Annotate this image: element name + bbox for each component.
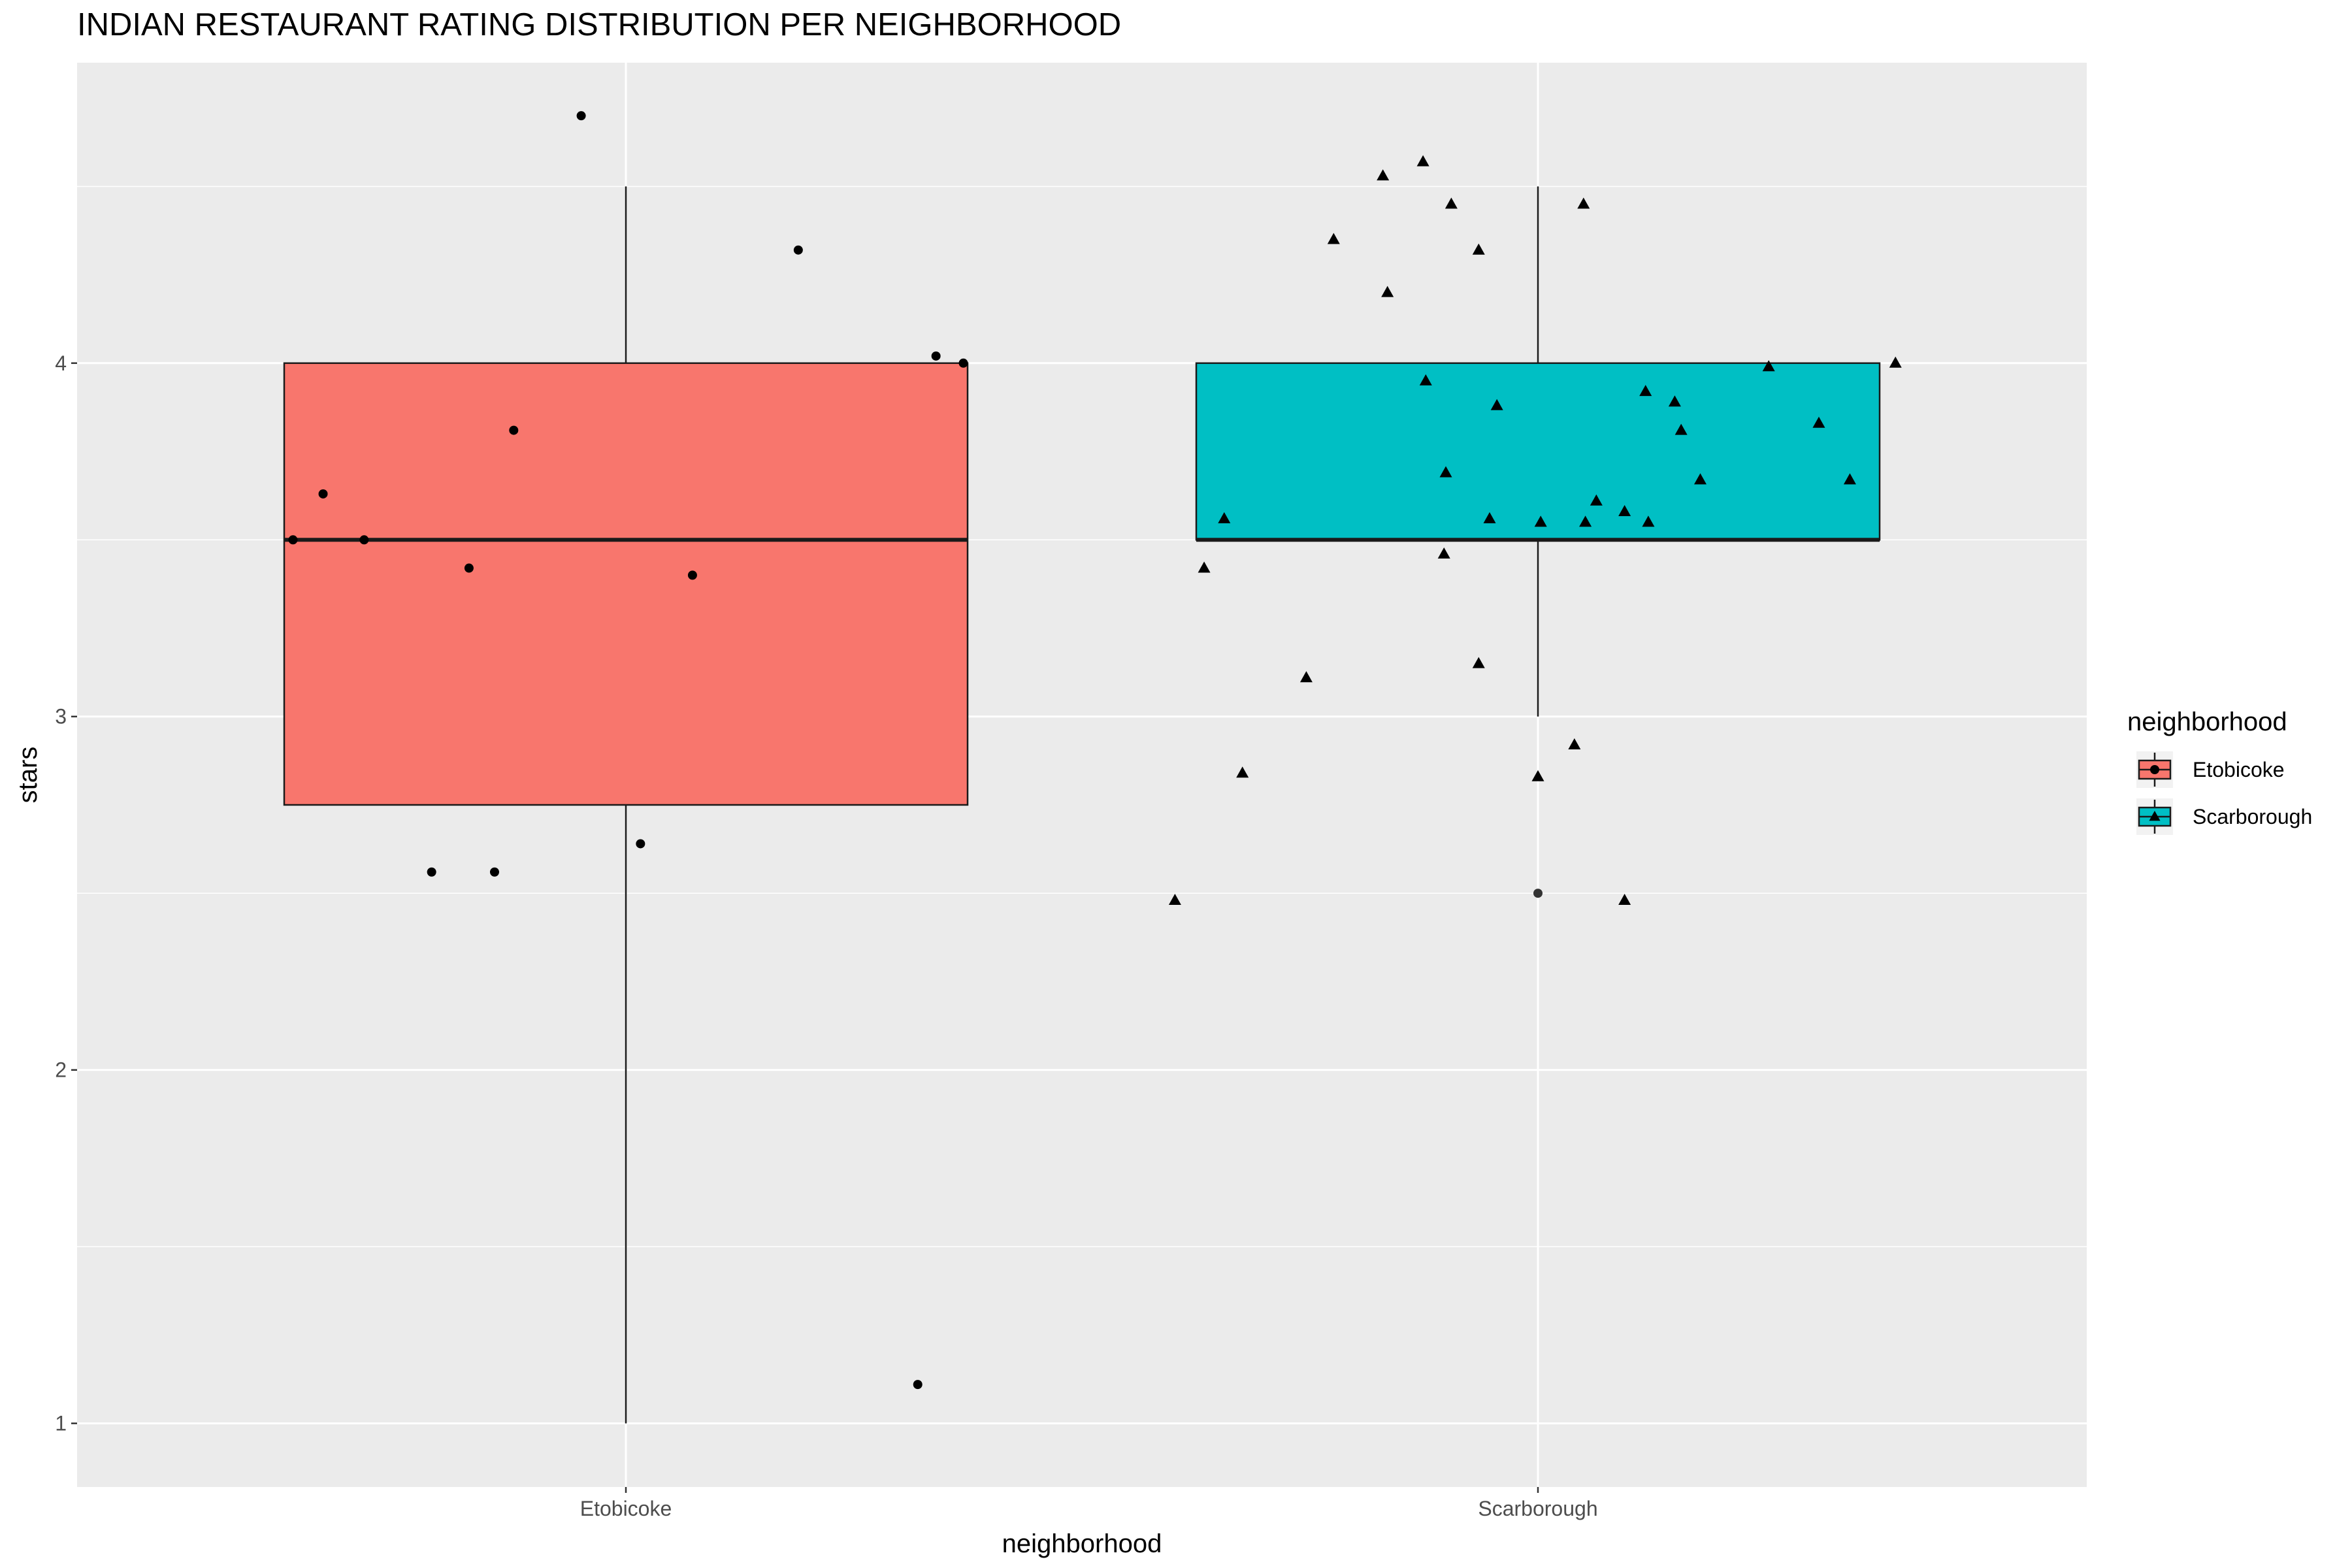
data-point (1642, 515, 1655, 527)
data-point (931, 351, 941, 361)
data-point (318, 489, 328, 498)
data-point (1889, 356, 1902, 368)
data-point (1299, 671, 1313, 683)
y-tick-label: 1 (55, 1412, 67, 1435)
chart-title: INDIAN RESTAURANT RATING DISTRIBUTION PE… (77, 7, 1122, 42)
data-point (1416, 155, 1429, 167)
data-point (1472, 243, 1485, 255)
data-point (636, 839, 645, 849)
data-point (576, 111, 586, 121)
data-point (1445, 197, 1458, 209)
data-point (687, 570, 697, 580)
data-point (1639, 385, 1652, 397)
data-point (1568, 738, 1581, 750)
data-point (1483, 512, 1496, 523)
data-point (509, 425, 519, 435)
data-point (1618, 894, 1631, 906)
data-point (1590, 494, 1603, 506)
box-scarborough (1195, 362, 1881, 541)
data-point (1168, 894, 1181, 906)
y-axis-title: stars (14, 747, 42, 804)
data-point (1668, 395, 1681, 407)
x-axis: Etobicoke Scarborough (580, 1487, 1598, 1520)
data-point (1577, 197, 1590, 209)
data-point (288, 535, 298, 545)
data-point (1419, 374, 1432, 385)
data-point (913, 1380, 923, 1390)
box-etobicoke (283, 362, 969, 806)
data-point (1534, 515, 1547, 527)
data-point (1439, 466, 1452, 478)
data-point (1618, 504, 1631, 516)
data-point (1198, 561, 1211, 573)
y-tick-label: 2 (55, 1058, 67, 1082)
data-point (359, 535, 369, 545)
data-points (288, 111, 1902, 1390)
y-tick-label: 4 (55, 351, 67, 375)
x-tick-label: Etobicoke (580, 1497, 672, 1520)
data-point (464, 563, 474, 573)
data-point (958, 358, 968, 368)
data-point (793, 245, 803, 255)
data-point (1472, 657, 1485, 668)
data-point (1843, 473, 1856, 485)
legend-label: Scarborough (2193, 805, 2312, 828)
data-point (1693, 473, 1707, 485)
legend: neighborhood Etobicoke Scarborough (2127, 708, 2312, 835)
data-point (1377, 169, 1390, 181)
data-point (1236, 766, 1249, 778)
data-point (1579, 515, 1592, 527)
legend-key-point (2149, 811, 2161, 821)
data-point (1812, 416, 1825, 428)
data-point (1437, 547, 1450, 559)
data-point (1762, 360, 1775, 372)
legend-title: neighborhood (2127, 708, 2287, 736)
y-axis: 1 2 3 4 (55, 351, 77, 1435)
legend-key-point (2150, 765, 2159, 774)
x-tick-label: Scarborough (1478, 1497, 1597, 1520)
data-point (1531, 770, 1544, 781)
data-point (1381, 286, 1394, 297)
y-tick-label: 3 (55, 705, 67, 728)
data-point (489, 867, 499, 877)
boxes (283, 186, 1881, 1424)
data-point (1490, 399, 1503, 410)
data-point (427, 867, 436, 877)
data-point (1674, 423, 1688, 435)
x-axis-title: neighborhood (1002, 1529, 1162, 1558)
data-point (1327, 233, 1340, 244)
legend-label: Etobicoke (2193, 758, 2285, 781)
outlier-point (1533, 889, 1543, 898)
data-point (1218, 512, 1231, 523)
